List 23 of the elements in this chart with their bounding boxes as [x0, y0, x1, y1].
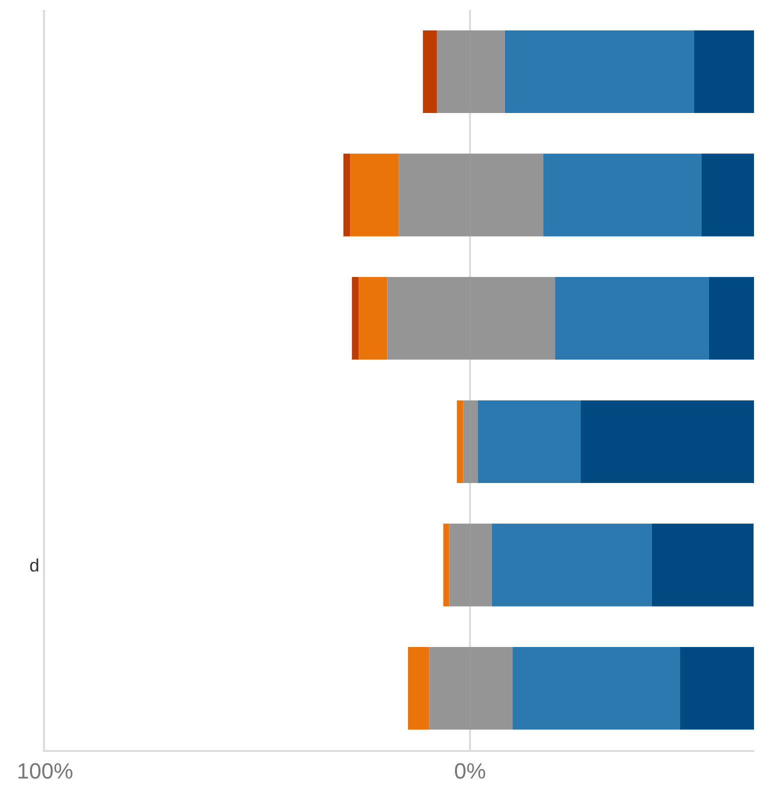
x-tick-label: 0%: [454, 758, 486, 784]
bar: [350, 154, 399, 236]
bar: [580, 400, 754, 483]
bar: [512, 647, 680, 730]
bar: [543, 154, 702, 236]
bar: [408, 647, 430, 730]
bar: [694, 30, 754, 113]
bar: [701, 154, 754, 236]
bar: [358, 277, 388, 360]
bar: [492, 524, 652, 606]
bar: [343, 154, 350, 236]
bar: [652, 524, 754, 606]
y-tick-label: d: [29, 555, 40, 576]
bar: [504, 30, 694, 113]
bar: [422, 30, 437, 113]
bar: [708, 277, 754, 360]
x-tick-label: 100%: [16, 758, 74, 784]
bar: [456, 400, 464, 483]
bar: [352, 277, 359, 360]
bar: [680, 647, 754, 730]
bar: [555, 277, 709, 360]
bar: [443, 524, 450, 606]
bar: [478, 400, 581, 483]
